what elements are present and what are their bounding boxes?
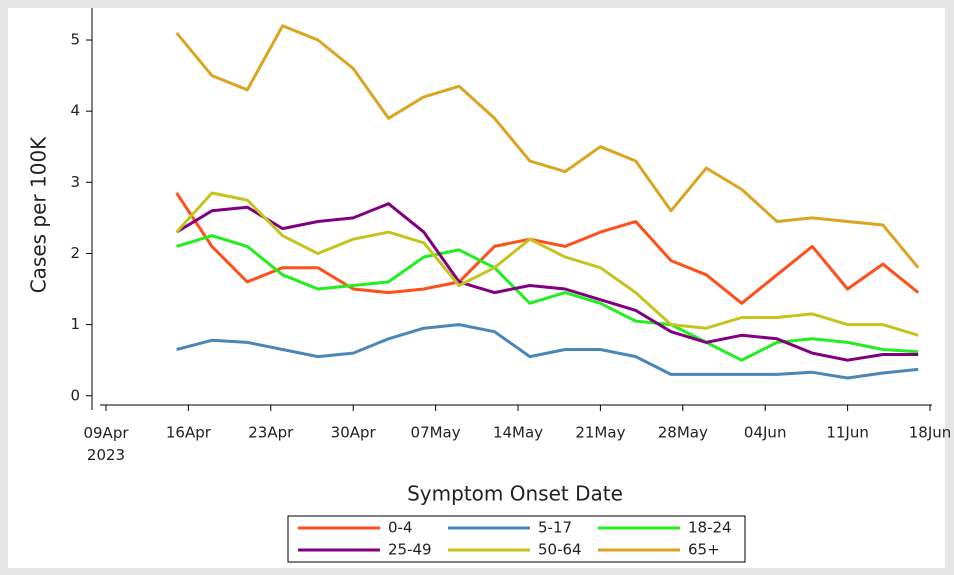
x-axis-title: Symptom Onset Date [407, 482, 623, 506]
y-tick-label: 0 [70, 386, 80, 404]
y-tick-label: 1 [70, 315, 80, 333]
x-tick-label: 18Jun [909, 424, 952, 442]
legend-label: 25-49 [388, 541, 432, 559]
legend-box [287, 515, 746, 563]
legend-label: 18-24 [688, 519, 732, 537]
legend-label: 50-64 [538, 541, 582, 559]
series-line [175, 191, 919, 337]
y-tick-label: 2 [70, 244, 80, 262]
x-tick-label: 28May [658, 424, 708, 442]
x-tick-label: 30Apr [331, 424, 377, 442]
y-tick-label: 4 [70, 102, 80, 120]
y-tick-label: 3 [70, 173, 80, 191]
legend-label: 65+ [688, 541, 720, 559]
x-tick-label: 04Jun [744, 424, 787, 442]
series-line [175, 192, 920, 305]
x-tick-label: 14May [493, 424, 543, 442]
series-line [176, 234, 919, 362]
series-line [176, 323, 919, 380]
x-tick-label: 07May [411, 424, 461, 442]
x-tick-label: 11Jun [826, 424, 869, 442]
x-tick-label: 21May [575, 424, 625, 442]
x-tick-label: 09Apr 2023 [83, 424, 129, 464]
y-tick-label: 5 [70, 31, 80, 49]
series-line [175, 24, 920, 269]
legend-label: 5-17 [538, 519, 572, 537]
legend-label: 0-4 [388, 519, 413, 537]
y-axis-title: Cases per 100K [27, 136, 51, 293]
x-tick-label: 16Apr [166, 424, 212, 442]
series-line [175, 202, 919, 362]
x-tick-label: 23Apr [248, 424, 294, 442]
